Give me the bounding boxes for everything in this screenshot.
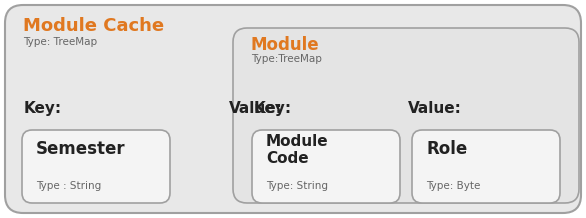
Text: Module: Module	[251, 36, 319, 54]
Text: Module Cache: Module Cache	[23, 17, 164, 35]
Text: Type: String: Type: String	[266, 181, 328, 191]
Text: Key:: Key:	[24, 101, 62, 116]
Text: Type:TreeMap: Type:TreeMap	[251, 54, 322, 64]
Text: Module
Code: Module Code	[266, 134, 329, 166]
Text: Semester: Semester	[36, 140, 125, 158]
FancyBboxPatch shape	[252, 130, 400, 203]
FancyBboxPatch shape	[233, 28, 579, 203]
Text: Value:: Value:	[408, 101, 462, 116]
Text: Key:: Key:	[254, 101, 292, 116]
FancyBboxPatch shape	[5, 5, 581, 213]
Text: Role: Role	[426, 140, 467, 158]
Text: Type: Byte: Type: Byte	[426, 181, 481, 191]
FancyBboxPatch shape	[22, 130, 170, 203]
Text: Type: TreeMap: Type: TreeMap	[23, 37, 97, 47]
Text: Type : String: Type : String	[36, 181, 101, 191]
Text: Value:: Value:	[229, 101, 283, 116]
FancyBboxPatch shape	[412, 130, 560, 203]
